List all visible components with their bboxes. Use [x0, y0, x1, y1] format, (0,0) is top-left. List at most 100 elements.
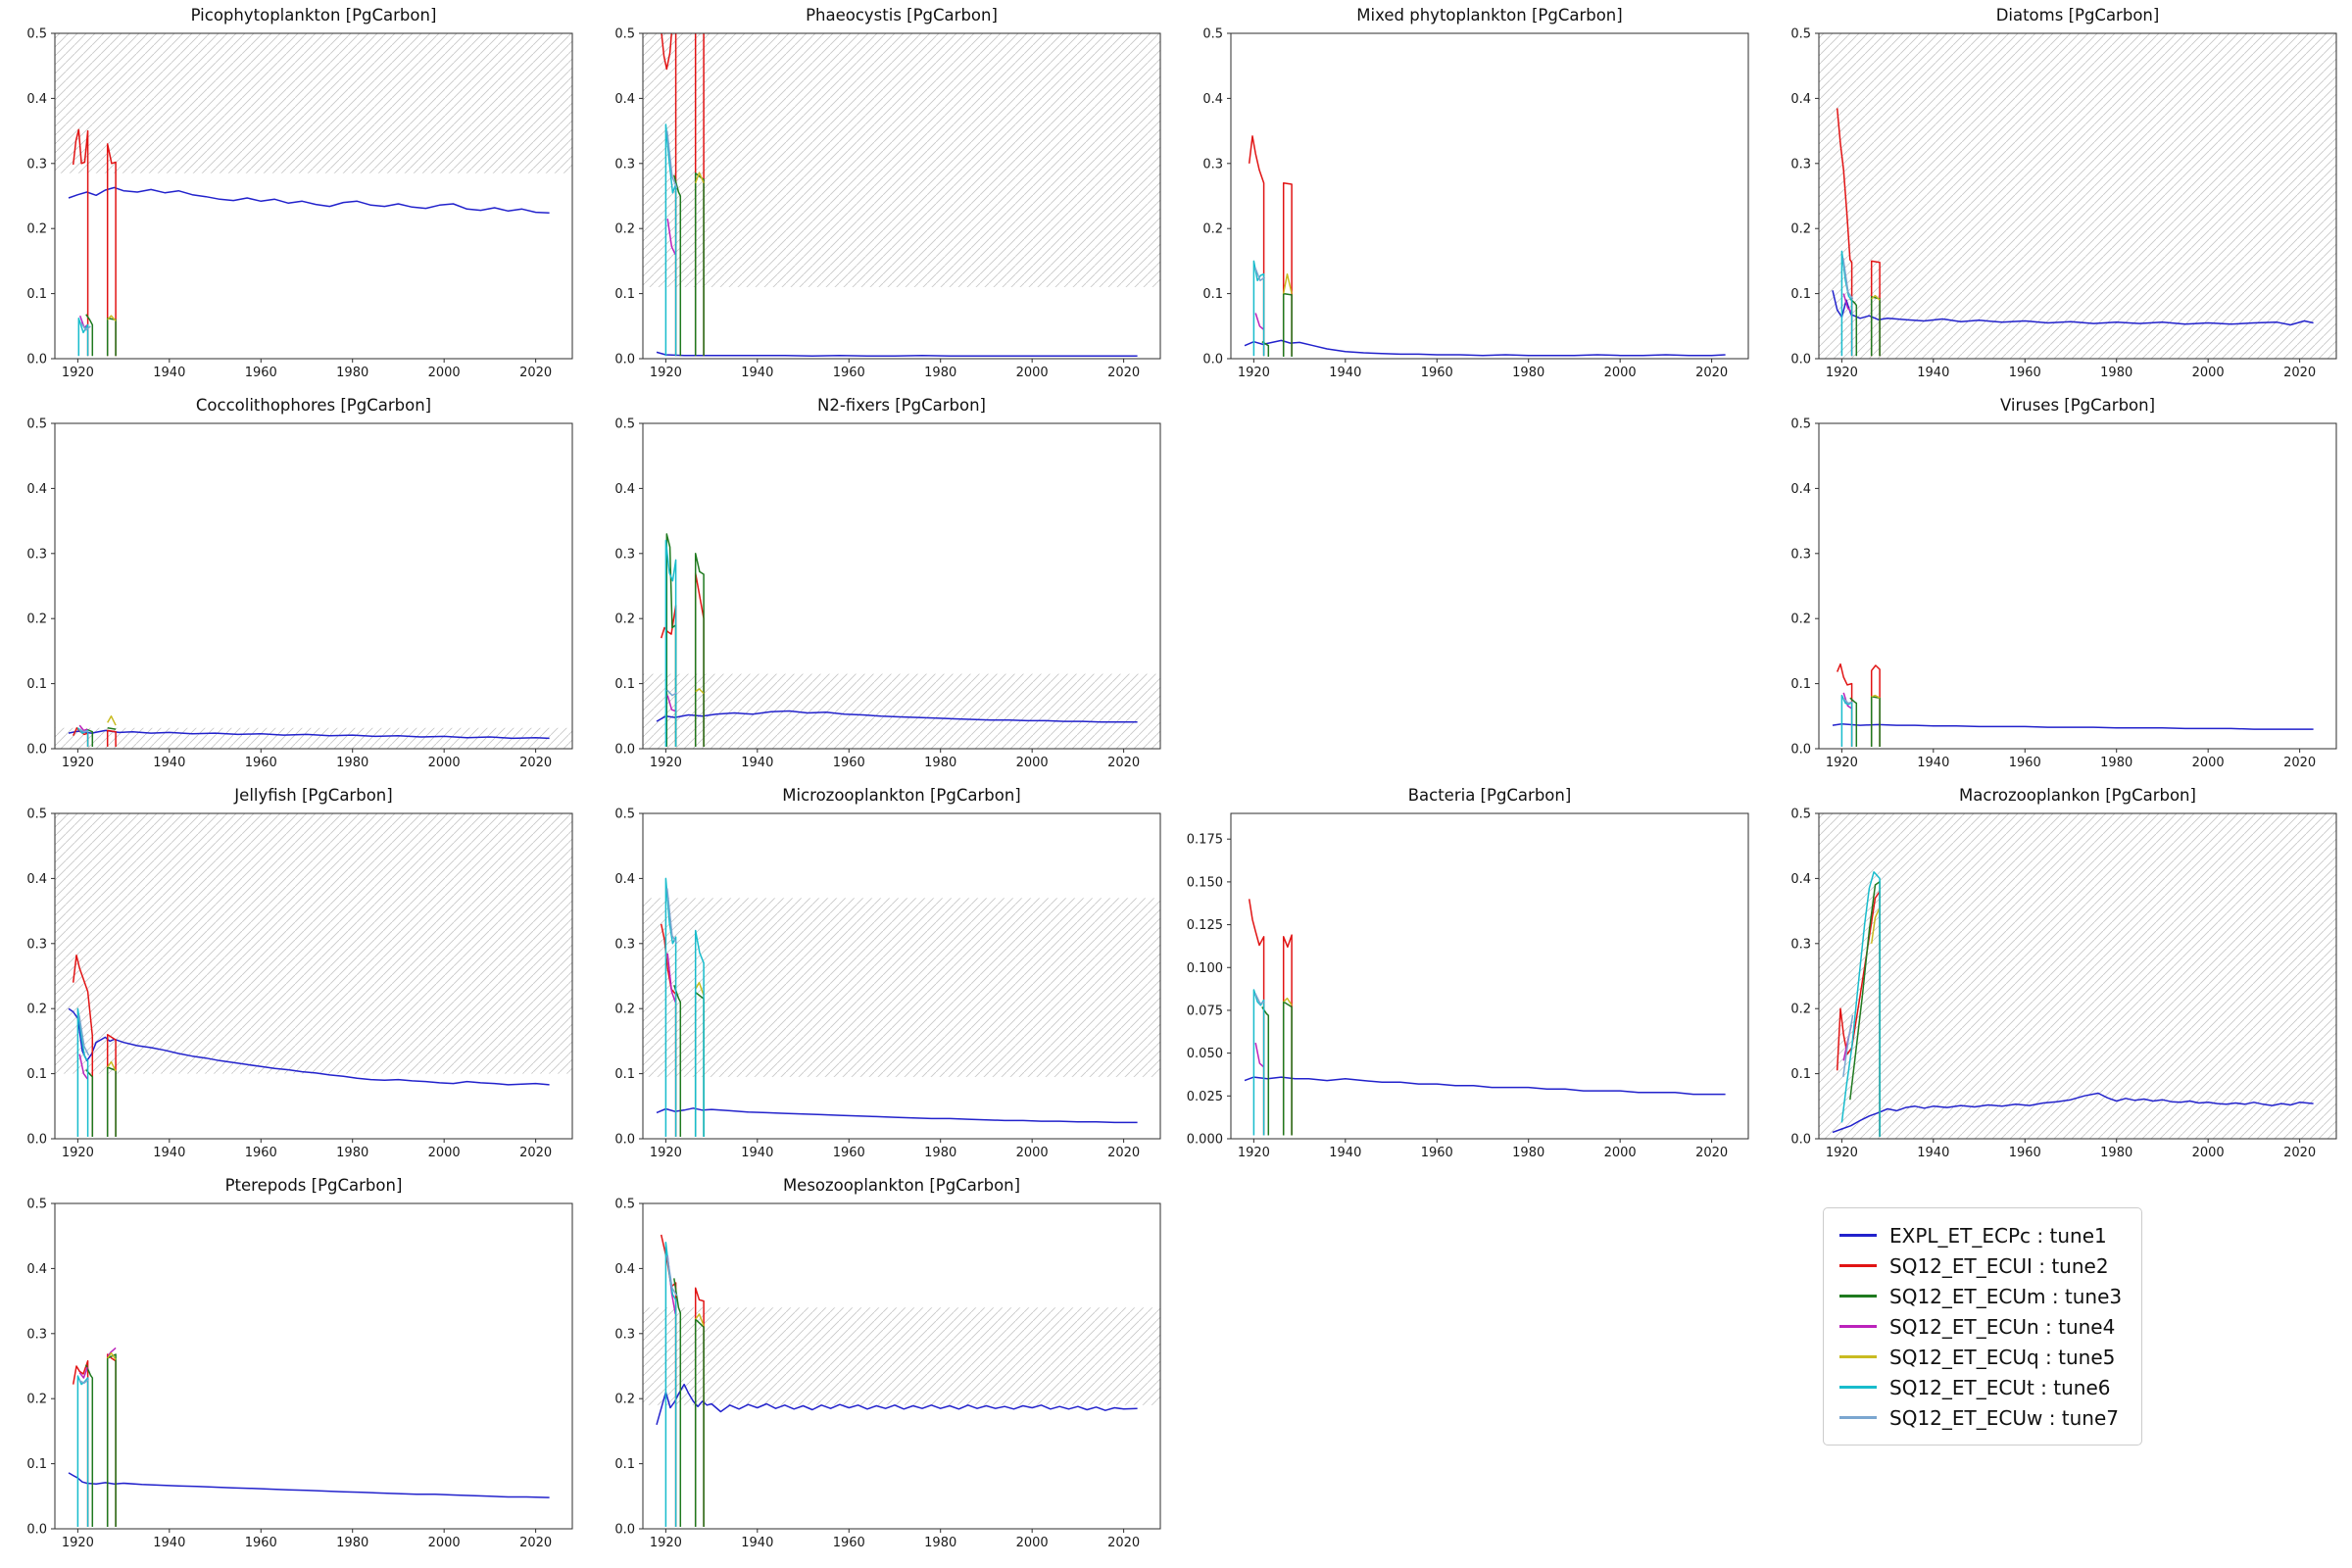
- x-tick-label: 1940: [1917, 756, 1949, 770]
- chart-mixed-phytoplankton: Mixed phytoplankton [PgCarbon] 1920 1940 1…: [1180, 4, 1760, 392]
- x-tick-label: 1980: [336, 1146, 368, 1160]
- series-tune3: [1261, 1006, 1270, 1136]
- x-tick-label: 2020: [1107, 756, 1140, 770]
- x-tick-label: 1920: [1826, 1146, 1858, 1160]
- y-tick-label: 0.5: [1790, 808, 1811, 822]
- y-tick-label: 0.2: [614, 1003, 635, 1017]
- y-tick-label: 0.2: [614, 1393, 635, 1407]
- y-tick-label: 0.050: [1187, 1047, 1223, 1061]
- x-tick-label: 1960: [245, 1536, 277, 1550]
- chart-phaeocystis: Phaeocystis [PgCarbon] 1920 1940 1960 1980 2…: [592, 4, 1172, 392]
- hatch-band: [643, 1307, 1160, 1405]
- series-tune7: [666, 130, 678, 189]
- y-tick-label: 0.0: [1790, 353, 1811, 368]
- legend-label: SQ12_ET_ECUt : tune6: [1889, 1375, 2111, 1399]
- chart-title: N2-fixers [PgCarbon]: [817, 396, 986, 415]
- series-tune7: [666, 888, 678, 945]
- x-tick-label: 2020: [519, 1536, 552, 1550]
- series-tune7: [1254, 993, 1265, 1004]
- y-tick-label: 0.3: [614, 1327, 635, 1342]
- x-tick-label: 1940: [741, 366, 773, 380]
- series-tune5: [107, 1351, 117, 1360]
- x-tick-label: 1920: [62, 1536, 94, 1550]
- y-tick-label: 0.075: [1187, 1004, 1223, 1018]
- legend-item: EXPL_ET_ECPc : tune1: [1839, 1220, 2122, 1250]
- plot-border: [642, 32, 1161, 360]
- y-tick-label: 0.4: [26, 872, 47, 887]
- y-tick-label: 0.4: [1202, 92, 1223, 107]
- y-tick-label: 0.3: [26, 547, 47, 562]
- series-tune5: [695, 981, 705, 997]
- series-tune1: [1244, 339, 1726, 357]
- x-tick-label: 2000: [428, 1536, 461, 1550]
- x-tick-label: 1940: [153, 1146, 185, 1160]
- y-tick-label: 0.4: [26, 1262, 47, 1277]
- series-tune2: [106, 143, 117, 357]
- series-tune4: [666, 695, 676, 712]
- y-tick-label: 0.125: [1187, 918, 1223, 933]
- series-tune5: [107, 715, 117, 726]
- y-tick-label: 0.1: [614, 1457, 635, 1472]
- series-tune1: [68, 186, 550, 215]
- y-tick-label: 0.000: [1187, 1133, 1223, 1148]
- x-tick-label: 1920: [650, 756, 682, 770]
- series-tune4: [1254, 1042, 1264, 1068]
- series-tune7: [1254, 267, 1266, 282]
- x-tick-label: 2020: [1695, 366, 1728, 380]
- series-tune2: [1837, 662, 1853, 747]
- series-tune3: [1282, 1001, 1293, 1136]
- x-tick-label: 2000: [1016, 1146, 1049, 1160]
- chart-title: Jellyfish [PgCarbon]: [234, 786, 393, 805]
- x-tick-label: 1920: [62, 366, 94, 380]
- legend-line-sample: [1839, 1264, 1877, 1267]
- y-tick-label: 0.5: [26, 27, 47, 42]
- x-tick-label: 2020: [1695, 1146, 1728, 1160]
- x-tick-label: 1920: [650, 1146, 682, 1160]
- hatch-band: [1819, 33, 2336, 359]
- legend-label: SQ12_ET_ECUI : tune2: [1889, 1253, 2109, 1278]
- series-tune7: [666, 689, 677, 697]
- x-tick-label: 1920: [1826, 366, 1858, 380]
- x-tick-label: 1980: [336, 1536, 368, 1550]
- chart-jellyfish: Jellyfish [PgCarbon] 1920 1940 1960 1980 200…: [4, 784, 584, 1172]
- series-tune4: [666, 219, 676, 256]
- series-tune3: [673, 1278, 682, 1527]
- x-tick-label: 2000: [428, 366, 461, 380]
- chart-title: Mixed phytoplankton [PgCarbon]: [1356, 6, 1623, 24]
- plot-border: [54, 32, 573, 360]
- x-tick-label: 1960: [2009, 756, 2041, 770]
- series-tune5: [695, 688, 705, 695]
- series-tune4: [78, 1367, 88, 1379]
- series-tune2: [106, 729, 117, 747]
- y-tick-label: 0.5: [1790, 27, 1811, 42]
- series-tune3: [106, 1066, 117, 1137]
- series-tune7: [78, 728, 89, 733]
- legend-item: SQ12_ET_ECUn : tune4: [1839, 1311, 2122, 1342]
- x-tick-label: 1960: [2009, 366, 2041, 380]
- chart-canvas: 1920 1940 1960 1980 2000 2020 0.0 0.1 0.2 0.3 0.4 0…: [26, 808, 573, 1160]
- x-tick-label: 2020: [519, 366, 552, 380]
- y-tick-label: 0.1: [614, 677, 635, 692]
- legend-line-sample: [1839, 1234, 1877, 1237]
- series-tune7: [78, 1378, 90, 1385]
- chart-title: Macrozooplankon [PgCarbon]: [1959, 786, 2196, 805]
- x-tick-label: 1940: [1917, 1146, 1949, 1160]
- x-tick-label: 2000: [428, 756, 461, 770]
- legend-item: SQ12_ET_ECUw : tune7: [1839, 1402, 2122, 1433]
- plot-border: [1230, 32, 1749, 360]
- x-tick-label: 2020: [519, 1146, 552, 1160]
- x-tick-label: 2000: [1604, 1146, 1637, 1160]
- plot-border: [1230, 812, 1749, 1140]
- y-tick-label: 0.5: [614, 27, 635, 42]
- y-tick-label: 0.1: [614, 287, 635, 302]
- x-tick-label: 1980: [336, 366, 368, 380]
- series-tune3: [1870, 696, 1881, 747]
- y-tick-label: 0.3: [1790, 937, 1811, 952]
- chart-title: Viruses [PgCarbon]: [1999, 396, 2156, 415]
- series-tune3: [1849, 697, 1858, 747]
- chart-canvas: 1920 1940 1960 1980 2000 2020 0.0 0.1 0.2 0.3 0.4 0…: [614, 808, 1161, 1160]
- y-tick-label: 0.4: [1790, 92, 1811, 107]
- hatch-band: [55, 813, 572, 1074]
- series-tune4: [1842, 692, 1852, 710]
- series-tune4: [78, 1054, 88, 1080]
